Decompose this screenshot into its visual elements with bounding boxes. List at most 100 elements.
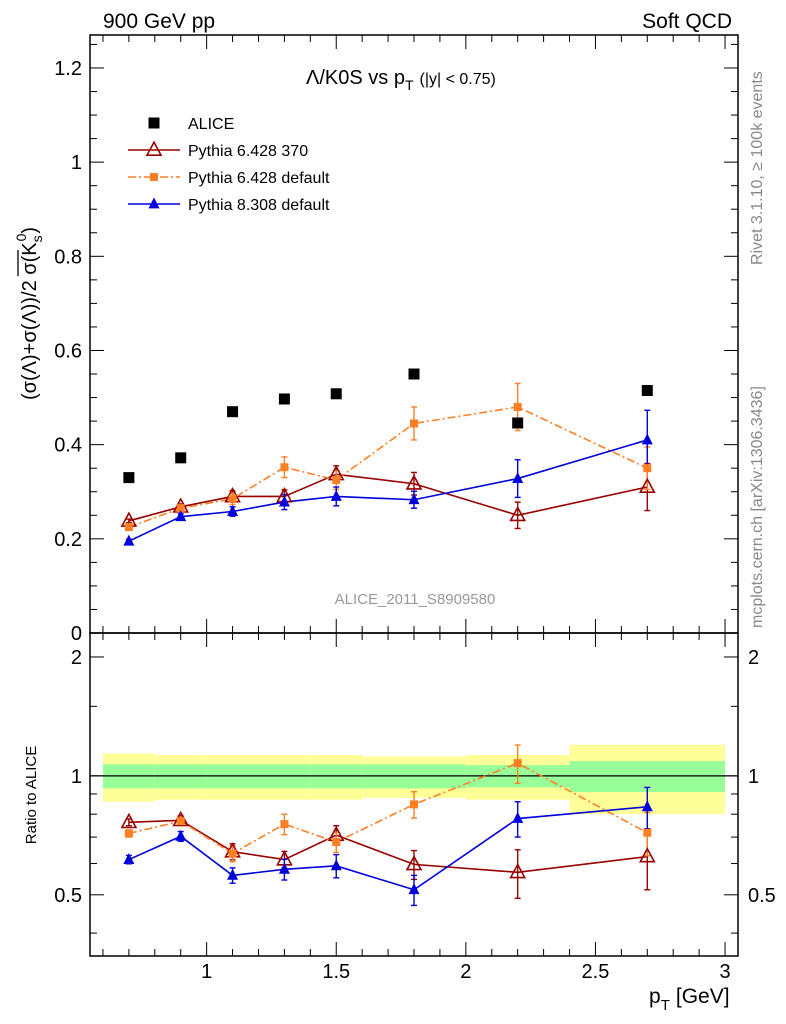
y-tick-label: 0.6 xyxy=(54,340,82,362)
y-tick-label: 0 xyxy=(71,623,82,645)
ratio-point-2 xyxy=(227,868,239,880)
series-point-1 xyxy=(176,504,185,513)
legend-label: Pythia 6.428 370 xyxy=(188,143,308,160)
y-axis-label-close: ) xyxy=(19,227,41,234)
reference-point xyxy=(641,385,653,397)
plot-title-range: (|y| < 0.75) xyxy=(420,71,496,88)
rivet-version-label: Rivet 3.1.10, ≥ 100k events xyxy=(749,71,766,265)
header-right-label: Soft QCD xyxy=(642,10,732,33)
x-axis-label-unit: [GeV] xyxy=(676,985,730,1008)
reference-point xyxy=(512,417,524,429)
legend-label: Pythia 8.308 default xyxy=(188,197,330,214)
series-point-2 xyxy=(330,489,342,501)
y-tick-label: 0.2 xyxy=(54,529,82,551)
series-line-1 xyxy=(128,406,648,528)
ratio-y-tick-label-right: 2 xyxy=(748,647,759,669)
ratio-point-0 xyxy=(509,862,527,879)
y-axis-label-main: (σ(Λ)+σ(Λ))/2 σ(K xyxy=(19,242,41,400)
plot-title-sub: T xyxy=(405,77,414,93)
legend-label: ALICE xyxy=(188,116,234,133)
series-point-0 xyxy=(405,474,423,490)
ratio-point-1 xyxy=(643,828,652,837)
series-point-1 xyxy=(410,419,418,428)
ratio-y-axis-label: Ratio to ALICE xyxy=(23,746,40,844)
legend-marker xyxy=(145,140,163,156)
series-point-2 xyxy=(123,534,135,546)
ratio-point-0 xyxy=(405,854,423,871)
y-tick-label: 0.4 xyxy=(54,435,82,457)
ratio-point-1 xyxy=(410,800,418,809)
x-axis-label: pT [GeV] xyxy=(649,985,730,1014)
x-tick-label: 1 xyxy=(201,961,212,983)
reference-point xyxy=(330,388,342,400)
ratio-point-1 xyxy=(176,817,185,826)
reference-point xyxy=(227,406,239,418)
ratio-point-1 xyxy=(124,829,133,838)
y-axis-label-sub: s xyxy=(29,235,45,242)
series-point-2 xyxy=(512,471,524,483)
svg-text:(σ(Λ)+σ(Λ))/2 σ(Ks0): (σ(Λ)+σ(Λ))/2 σ(Ks0) xyxy=(13,227,45,400)
ratio-point-1 xyxy=(228,849,237,858)
ratio-plot-area xyxy=(90,744,738,907)
ratio-point-0 xyxy=(638,847,656,863)
y-axis-label-sup: 0 xyxy=(13,233,29,241)
series-point-0 xyxy=(638,477,656,494)
main-plot-area xyxy=(120,368,656,546)
legend-marker xyxy=(148,197,160,209)
x-tick-label: 3 xyxy=(719,961,730,983)
series-point-2 xyxy=(227,504,239,516)
analysis-label: ALICE_2011_S8909580 xyxy=(335,591,496,608)
reference-point xyxy=(123,472,135,484)
header-left-label: 900 GeV pp xyxy=(103,10,215,33)
mcplots-label: mcplots.cern.ch [arXiv:1306.3436] xyxy=(749,386,766,628)
ratio-y-tick-label-left: 0.5 xyxy=(54,885,82,907)
series-point-0 xyxy=(509,505,527,522)
series-line-2 xyxy=(128,439,648,542)
ratio-point-2 xyxy=(408,883,420,895)
x-tick-label: 2 xyxy=(460,961,471,983)
ratio-point-1 xyxy=(513,759,522,768)
legend-marker xyxy=(150,173,158,181)
ratio-y-tick-label-left: 1 xyxy=(71,766,82,788)
series-point-1 xyxy=(643,464,652,473)
ratio-point-1 xyxy=(280,820,289,829)
ratio-point-2 xyxy=(278,862,290,874)
ratio-y-tick-label-right: 1 xyxy=(748,766,759,788)
axes-layer: 1 1.5 2 2.5 3 0 0.2 0.4 0.6 0.8 1 1.2 0.5 0.5 1 1 2 2 xyxy=(54,35,776,983)
legend-marker xyxy=(148,117,160,129)
x-axis-label-main: p xyxy=(649,985,661,1008)
series-line-0 xyxy=(128,473,648,522)
ratio-point-2 xyxy=(512,811,524,823)
ratio-point-2 xyxy=(175,829,187,841)
series-point-1 xyxy=(228,494,237,503)
series-point-2 xyxy=(641,433,653,445)
series-point-2 xyxy=(278,495,290,507)
ratio-line-0 xyxy=(128,819,648,874)
reference-point xyxy=(408,368,420,380)
ratio-point-2 xyxy=(330,859,342,871)
series-point-1 xyxy=(124,523,133,532)
y-tick-label: 0.8 xyxy=(54,246,82,268)
reference-point xyxy=(278,393,290,405)
ratio-y-tick-label-right: 0.5 xyxy=(748,885,776,907)
ratio-line-2 xyxy=(128,806,648,891)
ratio-y-tick-label-left: 2 xyxy=(71,647,82,669)
plot-title: Λ/K0S vs pT (|y| < 0.75) xyxy=(306,67,496,93)
y-tick-label: 1.2 xyxy=(54,58,82,80)
ratio-point-2 xyxy=(641,800,653,812)
series-point-1 xyxy=(332,475,341,484)
legend-label: Pythia 6.428 default xyxy=(188,170,330,187)
x-tick-label: 2.5 xyxy=(582,961,610,983)
reference-point xyxy=(175,452,187,464)
y-axis-label: (σ(Λ)+σ(Λ))/2 σ(Ks0) xyxy=(13,227,45,400)
plot-title-main: Λ/K0S vs p xyxy=(306,67,405,89)
series-point-2 xyxy=(408,493,420,505)
ratio-point-0 xyxy=(120,812,138,829)
y-tick-label: 1 xyxy=(71,152,82,174)
x-axis-label-sub: T xyxy=(661,997,670,1014)
legend: ALICE Pythia 6.428 370 Pythia 6.428 defaul… xyxy=(128,116,330,214)
x-tick-label: 1.5 xyxy=(322,961,350,983)
series-point-1 xyxy=(513,402,522,411)
ratio-point-1 xyxy=(332,838,341,847)
